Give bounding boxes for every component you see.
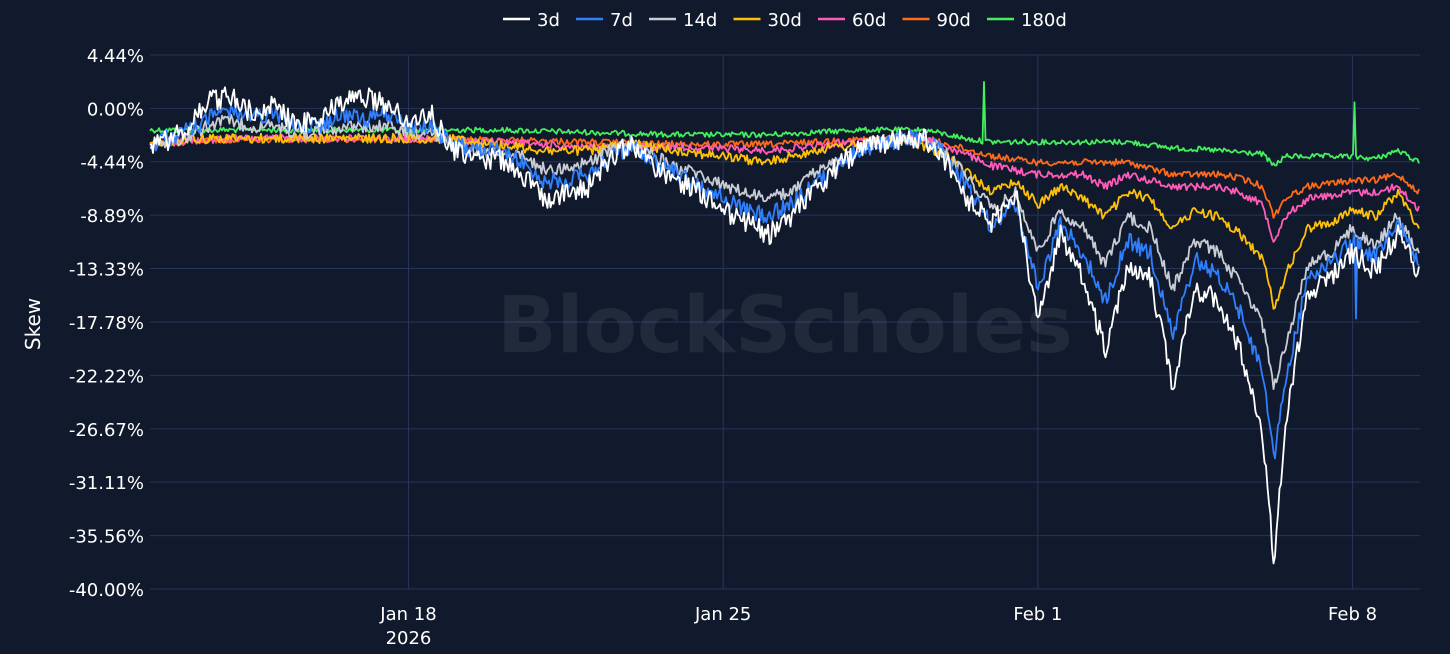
series-line-30d [149, 132, 1420, 310]
x-axis: Jan 18 2026 Jan 25 Feb 1 Feb 8 [379, 604, 1377, 649]
legend-label-90d: 90d [937, 10, 971, 31]
x-tick-label: Jan 25 [694, 604, 751, 625]
y-tick-label: -22.22% [69, 366, 144, 387]
y-tick-label: -35.56% [69, 527, 144, 548]
series-line-3d [149, 86, 1420, 565]
y-tick-label: -26.67% [69, 420, 144, 441]
series-layer [149, 81, 1420, 565]
legend-label-180d: 180d [1021, 10, 1067, 31]
y-tick-label: -31.11% [69, 473, 144, 494]
legend-label-60d: 60d [852, 10, 886, 31]
y-tick-label: 0.00% [87, 99, 144, 120]
y-tick-label: -4.44% [80, 153, 144, 174]
legend-label-14d: 14d [683, 10, 717, 31]
legend-label-7d: 7d [610, 10, 633, 31]
legend-label-3d: 3d [537, 10, 560, 31]
legend-label-30d: 30d [768, 10, 802, 31]
y-axis-title: Skew [21, 298, 45, 350]
x-tick-label: Jan 18 [379, 604, 436, 625]
series-line-7d [149, 105, 1420, 460]
grid [150, 54, 1420, 590]
x-tick-label: Feb 8 [1328, 604, 1377, 625]
legend: 3d 7d 14d 30d 60d 90d 180d [503, 10, 1067, 31]
y-tick-label: 4.44% [87, 46, 144, 67]
y-tick-label: -40.00% [69, 580, 144, 601]
y-tick-label: -13.33% [69, 260, 144, 281]
y-tick-label: -17.78% [69, 313, 144, 334]
x-tick-label: Feb 1 [1013, 604, 1062, 625]
x-tick-sublabel: 2026 [386, 628, 432, 649]
series-line-90d [149, 134, 1420, 219]
y-tick-label: -8.89% [80, 206, 144, 227]
watermark: BlockScholes [497, 281, 1072, 371]
series-line-180d [149, 81, 1420, 167]
series-line-14d [149, 113, 1420, 390]
y-axis: 4.44% 0.00% -4.44% -8.89% -13.33% -17.78% -22.… [69, 46, 144, 601]
